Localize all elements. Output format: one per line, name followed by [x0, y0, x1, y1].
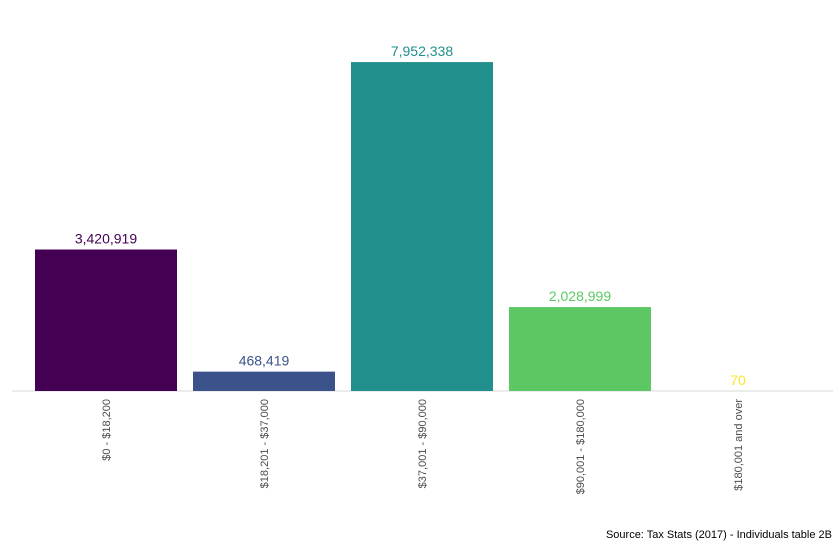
x-tick-label-4: $180,001 and over: [733, 399, 745, 491]
bar-0: [35, 249, 177, 391]
bar-value-label-1: 468,419: [239, 353, 290, 369]
bars-group: [35, 62, 809, 392]
bar-labels-group: 3,420,919 468,419 7,952,338 2,028,999 70: [75, 43, 746, 388]
bar-value-label-4: 70: [730, 372, 746, 388]
bar-value-label-2: 7,952,338: [391, 43, 453, 59]
x-tick-label-2: $37,001 - $90,000: [417, 399, 429, 488]
x-tick-label-3: $90,001 - $180,000: [575, 399, 587, 494]
x-tick-labels-group: $0 - $18,200 $18,201 - $37,000 $37,001 - $…: [101, 399, 745, 495]
source-caption: Source: Tax Stats (2017) - Individuals t…: [605, 529, 832, 541]
x-tick-label-0: $0 - $18,200: [101, 399, 113, 461]
bar-3: [509, 307, 651, 391]
bar-value-label-0: 3,420,919: [75, 230, 137, 246]
bar-value-label-3: 2,028,999: [549, 288, 611, 304]
bar-2: [351, 62, 493, 392]
x-tick-label-1: $18,201 - $37,000: [259, 399, 271, 488]
bar-1: [193, 371, 335, 391]
